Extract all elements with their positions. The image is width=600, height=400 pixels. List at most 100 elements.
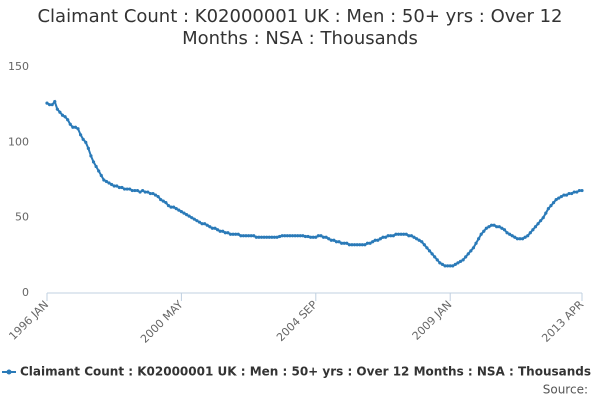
point (166, 204, 171, 208)
point (177, 208, 181, 212)
point (363, 243, 367, 247)
point (262, 235, 266, 239)
point (329, 238, 333, 242)
point (508, 232, 512, 236)
point (373, 238, 377, 242)
point (440, 262, 445, 266)
point (409, 234, 414, 238)
point (531, 228, 535, 232)
point (546, 207, 551, 211)
point (469, 249, 473, 253)
point (53, 100, 57, 104)
point (528, 231, 532, 235)
point (192, 217, 196, 221)
point (350, 243, 354, 247)
point (210, 226, 215, 230)
point (161, 199, 165, 203)
point (143, 190, 147, 194)
point (559, 194, 563, 199)
point (78, 133, 83, 137)
point (383, 235, 388, 239)
point (205, 223, 209, 227)
point (342, 241, 346, 245)
point (234, 232, 238, 236)
point (497, 225, 501, 229)
point (246, 234, 251, 238)
point (448, 264, 452, 268)
point (484, 226, 488, 230)
point (316, 234, 320, 238)
point (414, 237, 419, 241)
point (500, 226, 504, 230)
point (404, 232, 408, 236)
point (99, 173, 103, 178)
y-tick-label: 0 (22, 286, 29, 299)
point (551, 201, 556, 205)
point (280, 234, 284, 238)
point (526, 234, 530, 238)
point (226, 231, 230, 235)
point (446, 264, 450, 268)
point (244, 234, 248, 238)
point (115, 184, 119, 188)
y-tick-label: 50 (15, 211, 29, 224)
point (360, 243, 364, 247)
point (257, 235, 261, 239)
point (365, 241, 370, 245)
point (179, 210, 183, 214)
point (270, 235, 274, 239)
chart-title: Claimant Count : K02000001 UK : Men : 50… (37, 6, 563, 49)
point (135, 188, 140, 193)
point (570, 191, 574, 196)
point (347, 243, 351, 247)
point (502, 228, 507, 232)
point (495, 225, 499, 229)
point (340, 241, 344, 245)
point (327, 237, 331, 241)
point (288, 234, 292, 238)
point (187, 214, 191, 218)
point (391, 234, 395, 238)
point (456, 261, 460, 265)
point (97, 169, 101, 173)
point (120, 185, 124, 190)
point (378, 237, 383, 241)
point (151, 191, 155, 196)
point (536, 222, 540, 226)
y-tick-label: 150 (8, 60, 29, 73)
point (86, 146, 90, 150)
point (231, 232, 235, 236)
x-tick-label: 1996 JAN (6, 298, 51, 343)
point (208, 225, 212, 229)
point (422, 243, 426, 247)
point (355, 243, 359, 247)
point (458, 259, 463, 263)
line (46, 99, 582, 267)
point (577, 188, 582, 193)
point (174, 207, 178, 211)
point (505, 231, 509, 235)
point (314, 235, 318, 239)
point (91, 160, 96, 164)
point (376, 238, 380, 242)
point (221, 229, 225, 233)
point (265, 235, 269, 239)
point (466, 252, 470, 256)
point (278, 234, 282, 239)
point (104, 179, 109, 184)
point (112, 184, 116, 188)
point (332, 238, 336, 242)
point (417, 238, 421, 242)
point (293, 234, 297, 238)
point (73, 125, 78, 129)
point (117, 185, 121, 190)
point (381, 235, 385, 239)
point (146, 190, 150, 194)
point (133, 188, 137, 193)
point (182, 211, 186, 215)
point (352, 243, 357, 247)
x-tick-label: 2000 MAY (138, 298, 186, 346)
point (337, 240, 341, 244)
point (433, 255, 437, 259)
